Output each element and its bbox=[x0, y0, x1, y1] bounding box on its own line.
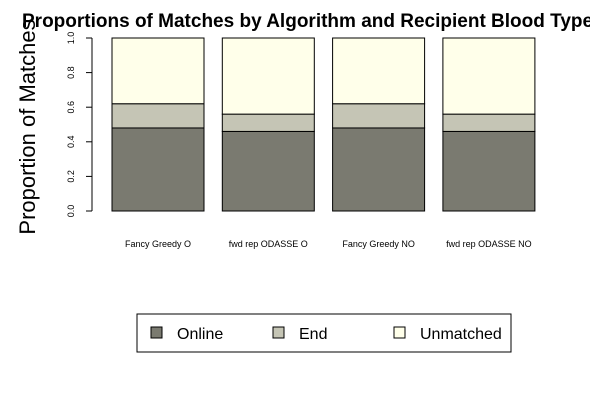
bar-segment-online bbox=[111, 127, 205, 212]
bar-segment-end bbox=[221, 113, 315, 132]
x-category-label: Fancy Greedy O bbox=[125, 239, 191, 249]
legend-swatch-unmatched bbox=[393, 326, 406, 339]
chart-title: Proportions of Matches by Algorithm and … bbox=[22, 11, 590, 32]
y-tick-label: 0.8 bbox=[66, 66, 76, 79]
y-axis-label: Proportion of Matches bbox=[15, 19, 40, 234]
legend-box bbox=[136, 313, 512, 353]
x-category-label: Fancy Greedy NO bbox=[342, 239, 415, 249]
bar-segment-unmatched bbox=[111, 37, 205, 105]
legend-swatch-end bbox=[272, 326, 285, 339]
bar-segment-online bbox=[221, 130, 315, 212]
y-tick-label: 1.0 bbox=[66, 32, 76, 45]
y-tick-label: 0.4 bbox=[66, 136, 76, 149]
x-category-label: fwd rep ODASSE O bbox=[229, 239, 308, 249]
bar-segment-unmatched bbox=[442, 37, 536, 115]
legend-label-online: Online bbox=[177, 326, 223, 343]
y-tick-label: 0.2 bbox=[66, 170, 76, 183]
bar-segment-end bbox=[111, 103, 205, 129]
bar-segment-online bbox=[442, 130, 536, 212]
plot-area: 0.0 0.2 0.4 0.6 0.8 1.0 Fancy Greedy O fwd rep … bbox=[66, 32, 536, 249]
x-category-label: fwd rep ODASSE NO bbox=[446, 239, 532, 249]
bar-segment-unmatched bbox=[221, 37, 315, 115]
bar-segment-end bbox=[442, 113, 536, 132]
legend-swatch-online bbox=[150, 326, 163, 339]
y-tick-label: 0.0 bbox=[66, 205, 76, 218]
legend-label-end: End bbox=[299, 326, 327, 343]
y-tick-label: 0.6 bbox=[66, 101, 76, 114]
legend: Online End Unmatched bbox=[136, 313, 512, 353]
bar-segment-end bbox=[332, 103, 426, 129]
bar-segment-unmatched bbox=[332, 37, 426, 105]
legend-label-unmatched: Unmatched bbox=[420, 326, 502, 343]
bar-segment-online bbox=[332, 127, 426, 212]
